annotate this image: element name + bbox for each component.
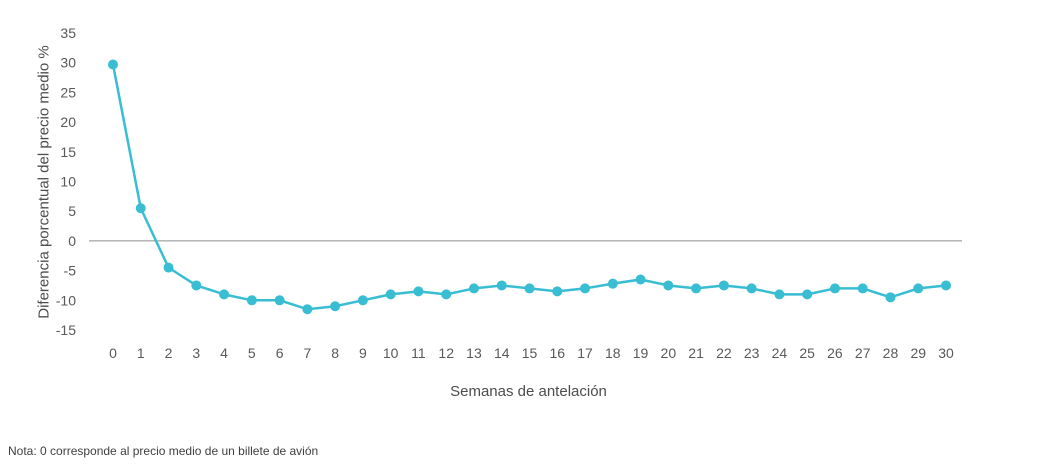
x-tick-label: 13 bbox=[466, 345, 482, 361]
data-point bbox=[524, 283, 535, 294]
x-tick-label: 17 bbox=[577, 345, 593, 361]
x-tick-label: 8 bbox=[331, 345, 339, 361]
data-point bbox=[774, 289, 785, 300]
data-point bbox=[219, 289, 230, 300]
data-point bbox=[357, 295, 368, 306]
y-tick-label: 10 bbox=[60, 174, 76, 190]
x-tick-label: 9 bbox=[359, 345, 367, 361]
x-tick-label: 15 bbox=[522, 345, 538, 361]
y-tick-label: 20 bbox=[60, 114, 76, 130]
data-point bbox=[718, 280, 729, 291]
data-point bbox=[857, 283, 868, 294]
x-tick-label: 5 bbox=[248, 345, 256, 361]
x-tick-label: 22 bbox=[716, 345, 732, 361]
data-point bbox=[913, 283, 924, 294]
data-line bbox=[111, 63, 948, 311]
x-tick-label: 25 bbox=[799, 345, 815, 361]
y-tick-label: 5 bbox=[68, 203, 76, 219]
y-tick-label: -15 bbox=[56, 322, 76, 338]
data-point bbox=[607, 278, 618, 289]
x-tick-label: 21 bbox=[688, 345, 704, 361]
x-tick-label: 6 bbox=[276, 345, 284, 361]
x-tick-label: 12 bbox=[438, 345, 454, 361]
x-tick-label: 4 bbox=[220, 345, 228, 361]
x-tick-label: 18 bbox=[605, 345, 621, 361]
data-point bbox=[829, 283, 840, 294]
data-point bbox=[135, 203, 146, 214]
x-tick-label: 16 bbox=[549, 345, 565, 361]
data-point bbox=[274, 295, 285, 306]
data-point bbox=[802, 289, 813, 300]
data-point bbox=[496, 280, 507, 291]
x-tick-label: 11 bbox=[411, 345, 426, 361]
x-tick-label: 0 bbox=[109, 345, 117, 361]
data-point bbox=[691, 283, 702, 294]
data-point bbox=[941, 280, 951, 291]
data-point bbox=[635, 274, 646, 285]
x-tick-label: 30 bbox=[938, 345, 954, 361]
data-point bbox=[108, 59, 118, 70]
y-tick-label: 35 bbox=[60, 25, 76, 41]
x-tick-label: 19 bbox=[633, 345, 649, 361]
x-tick-label: 24 bbox=[772, 345, 788, 361]
x-tick-label: 23 bbox=[744, 345, 760, 361]
x-axis-title: Semanas de antelación bbox=[450, 383, 607, 400]
x-tick-label: 3 bbox=[192, 345, 200, 361]
y-tick-label: 30 bbox=[60, 55, 76, 71]
y-tick-label: -10 bbox=[56, 292, 76, 308]
chart-note: Nota: 0 corresponde al precio medio de u… bbox=[8, 444, 319, 458]
x-tick-label: 14 bbox=[494, 345, 510, 361]
y-tick-label: 15 bbox=[60, 144, 76, 160]
data-point bbox=[246, 295, 257, 306]
data-point bbox=[191, 280, 202, 291]
data-point bbox=[163, 262, 174, 273]
x-tick-label: 1 bbox=[137, 345, 145, 361]
x-tick-label: 7 bbox=[303, 345, 311, 361]
data-point bbox=[663, 280, 674, 291]
data-point bbox=[441, 289, 452, 300]
x-tick-label: 28 bbox=[883, 345, 899, 361]
data-point bbox=[580, 283, 591, 294]
data-point bbox=[885, 292, 896, 303]
x-tick-label: 29 bbox=[910, 345, 926, 361]
y-axis-title: Diferencia porcentual del precio medio % bbox=[35, 45, 53, 319]
y-tick-label: 25 bbox=[60, 84, 76, 100]
y-tick-label: -5 bbox=[64, 263, 77, 279]
x-tick-label: 26 bbox=[827, 345, 843, 361]
y-tick-label: 0 bbox=[68, 233, 76, 249]
data-point bbox=[468, 283, 479, 294]
data-point bbox=[552, 286, 563, 297]
data-point bbox=[302, 304, 313, 315]
x-tick-label: 27 bbox=[855, 345, 871, 361]
x-tick-label: 10 bbox=[383, 345, 399, 361]
data-point bbox=[385, 289, 396, 300]
x-tick-label: 2 bbox=[165, 345, 173, 361]
data-point bbox=[330, 301, 341, 312]
x-tick-label: 20 bbox=[661, 345, 677, 361]
data-point bbox=[413, 286, 424, 297]
data-point bbox=[746, 283, 757, 294]
